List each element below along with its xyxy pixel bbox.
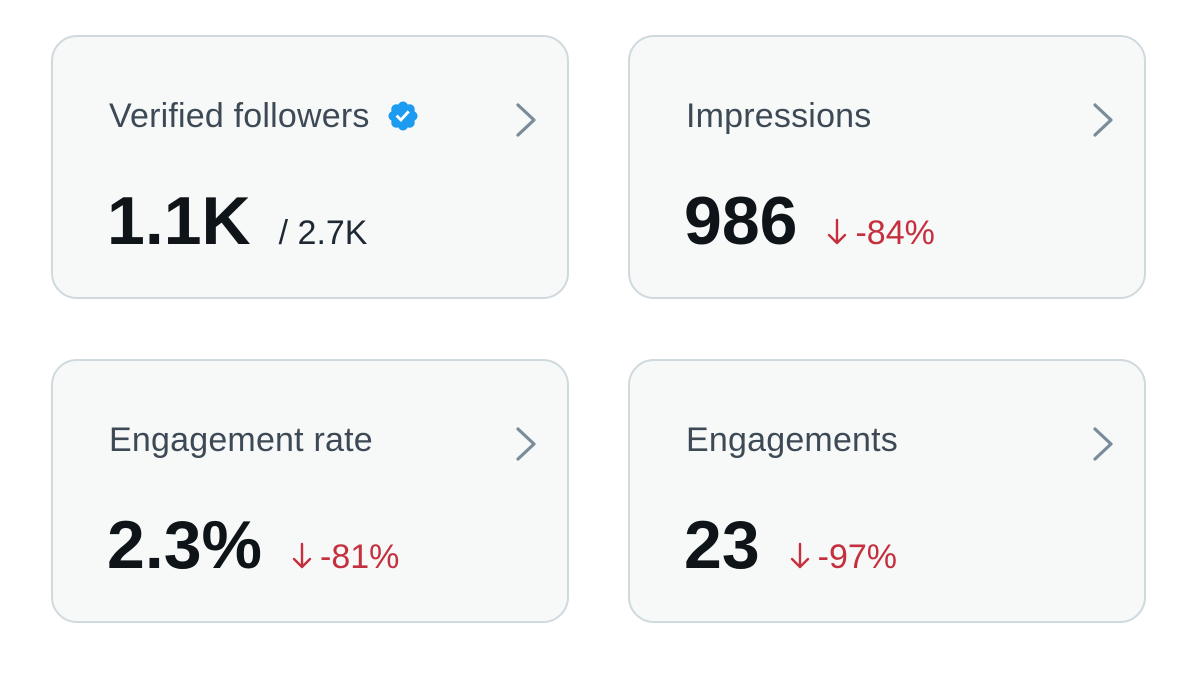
card-title-text: Engagement rate: [109, 421, 373, 459]
card-title: Engagements: [686, 423, 898, 457]
engagement-rate-card[interactable]: Engagement rate 2.3% -81%: [51, 359, 569, 623]
engagements-card[interactable]: Engagements 23 -97%: [628, 359, 1146, 623]
chevron-right-icon[interactable]: [513, 101, 539, 139]
card-value-row: 1.1K / 2.7K: [107, 187, 367, 255]
arrow-down-icon: [292, 542, 312, 569]
card-title-text: Impressions: [686, 97, 872, 135]
engagement-rate-change: -81%: [292, 540, 399, 574]
chevron-right-icon[interactable]: [1090, 425, 1116, 463]
verified-followers-card[interactable]: Verified followers 1.1K / 2.7K: [51, 35, 569, 299]
card-title-text: Verified followers: [109, 97, 370, 135]
card-title-text: Engagements: [686, 421, 899, 459]
card-title: Verified followers: [109, 99, 420, 133]
verified-followers-value: 1.1K: [107, 183, 251, 259]
impressions-card[interactable]: Impressions 986 -84%: [628, 35, 1146, 299]
arrow-down-icon: [828, 218, 847, 245]
engagements-value: 23: [684, 507, 760, 583]
chevron-right-icon[interactable]: [513, 425, 539, 463]
engagement-rate-value: 2.3%: [107, 507, 262, 583]
card-title: Impressions: [686, 99, 871, 133]
arrow-down-icon: [790, 542, 809, 569]
chevron-right-icon[interactable]: [1090, 101, 1116, 139]
impressions-value: 986: [684, 183, 798, 259]
impressions-change: -84%: [827, 214, 935, 252]
card-value-row: 2.3% -81%: [107, 511, 399, 579]
engagements-change-text: -97%: [817, 538, 898, 576]
verified-badge-icon: [388, 101, 418, 131]
card-value-row: 986 -84%: [684, 187, 935, 255]
total-followers-value: / 2.7K: [278, 214, 368, 252]
engagement-rate-change-text: -81%: [320, 538, 400, 576]
impressions-change-text: -84%: [855, 214, 935, 252]
card-title: Engagement rate: [109, 423, 373, 457]
card-value-row: 23 -97%: [684, 511, 897, 579]
engagements-change: -97%: [790, 540, 897, 574]
